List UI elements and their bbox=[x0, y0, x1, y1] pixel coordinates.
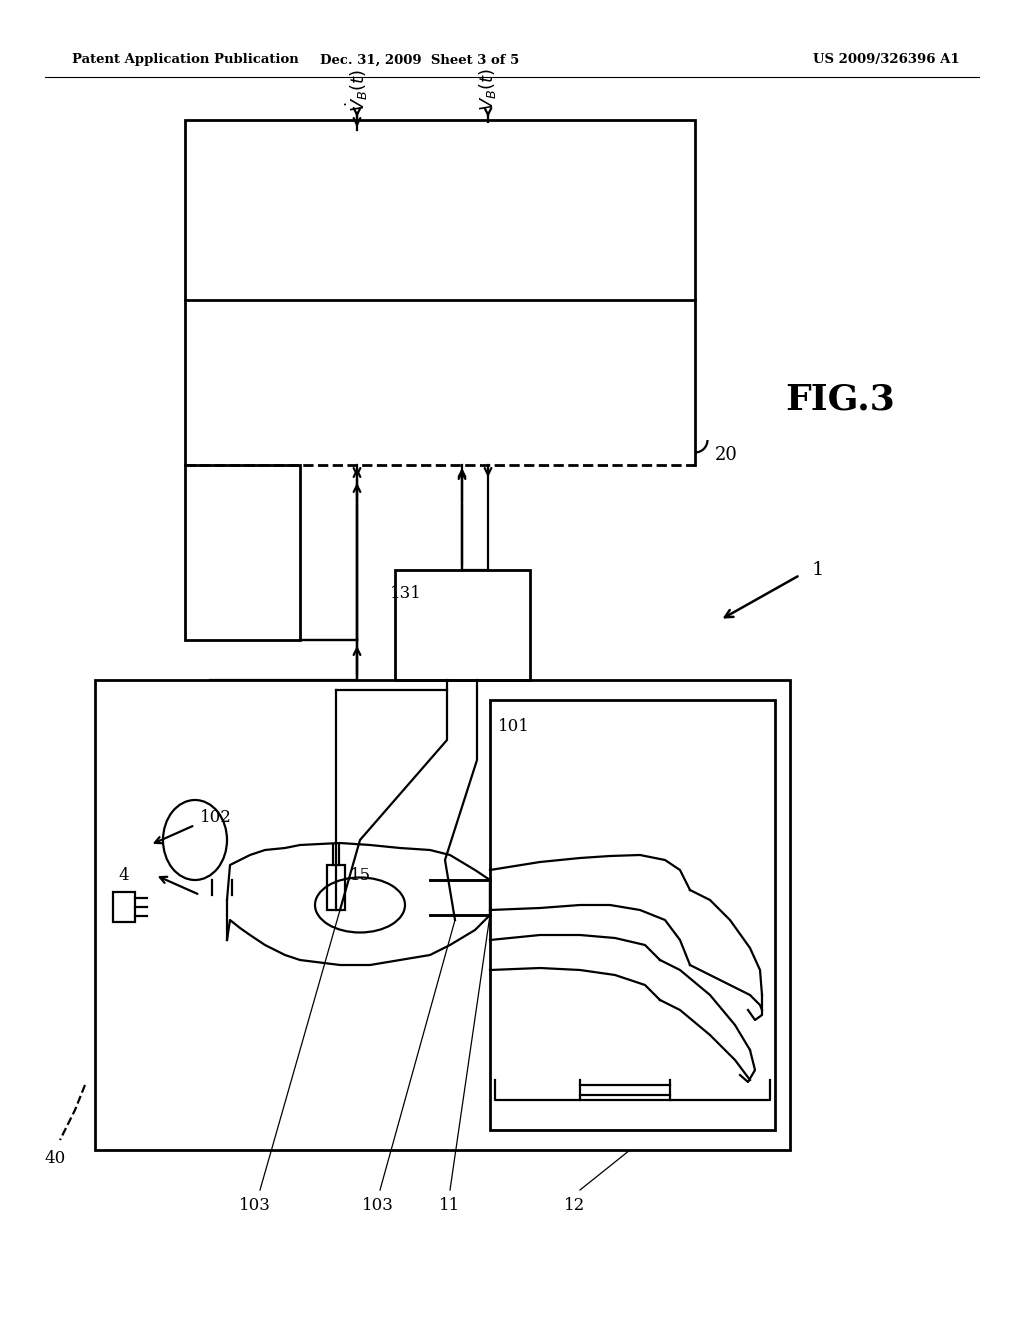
Text: 4: 4 bbox=[119, 867, 129, 884]
Bar bbox=[185, 120, 695, 300]
Text: 102: 102 bbox=[200, 809, 231, 826]
Text: 11: 11 bbox=[439, 1196, 461, 1213]
Bar bbox=[95, 680, 790, 1150]
Text: 101: 101 bbox=[498, 718, 529, 735]
Text: $\dot{V}_B(t)$: $\dot{V}_B(t)$ bbox=[344, 69, 370, 112]
Text: 15: 15 bbox=[350, 866, 371, 883]
Bar bbox=[113, 892, 135, 921]
Text: FIG.3: FIG.3 bbox=[785, 383, 895, 417]
Text: $V_B(t)$: $V_B(t)$ bbox=[477, 69, 499, 111]
Bar bbox=[185, 465, 300, 640]
Bar bbox=[395, 570, 530, 680]
Text: 103: 103 bbox=[239, 1196, 271, 1213]
Text: US 2009/326396 A1: US 2009/326396 A1 bbox=[813, 54, 961, 66]
Text: 1: 1 bbox=[812, 561, 824, 579]
Bar bbox=[490, 700, 775, 1130]
Text: 103: 103 bbox=[362, 1196, 394, 1213]
Bar bbox=[327, 865, 345, 909]
Text: Patent Application Publication: Patent Application Publication bbox=[72, 54, 299, 66]
Text: 131: 131 bbox=[390, 585, 422, 602]
Text: Dec. 31, 2009  Sheet 3 of 5: Dec. 31, 2009 Sheet 3 of 5 bbox=[321, 54, 519, 66]
Text: 40: 40 bbox=[44, 1150, 66, 1167]
Text: 12: 12 bbox=[564, 1196, 586, 1213]
Text: 20: 20 bbox=[715, 446, 738, 465]
